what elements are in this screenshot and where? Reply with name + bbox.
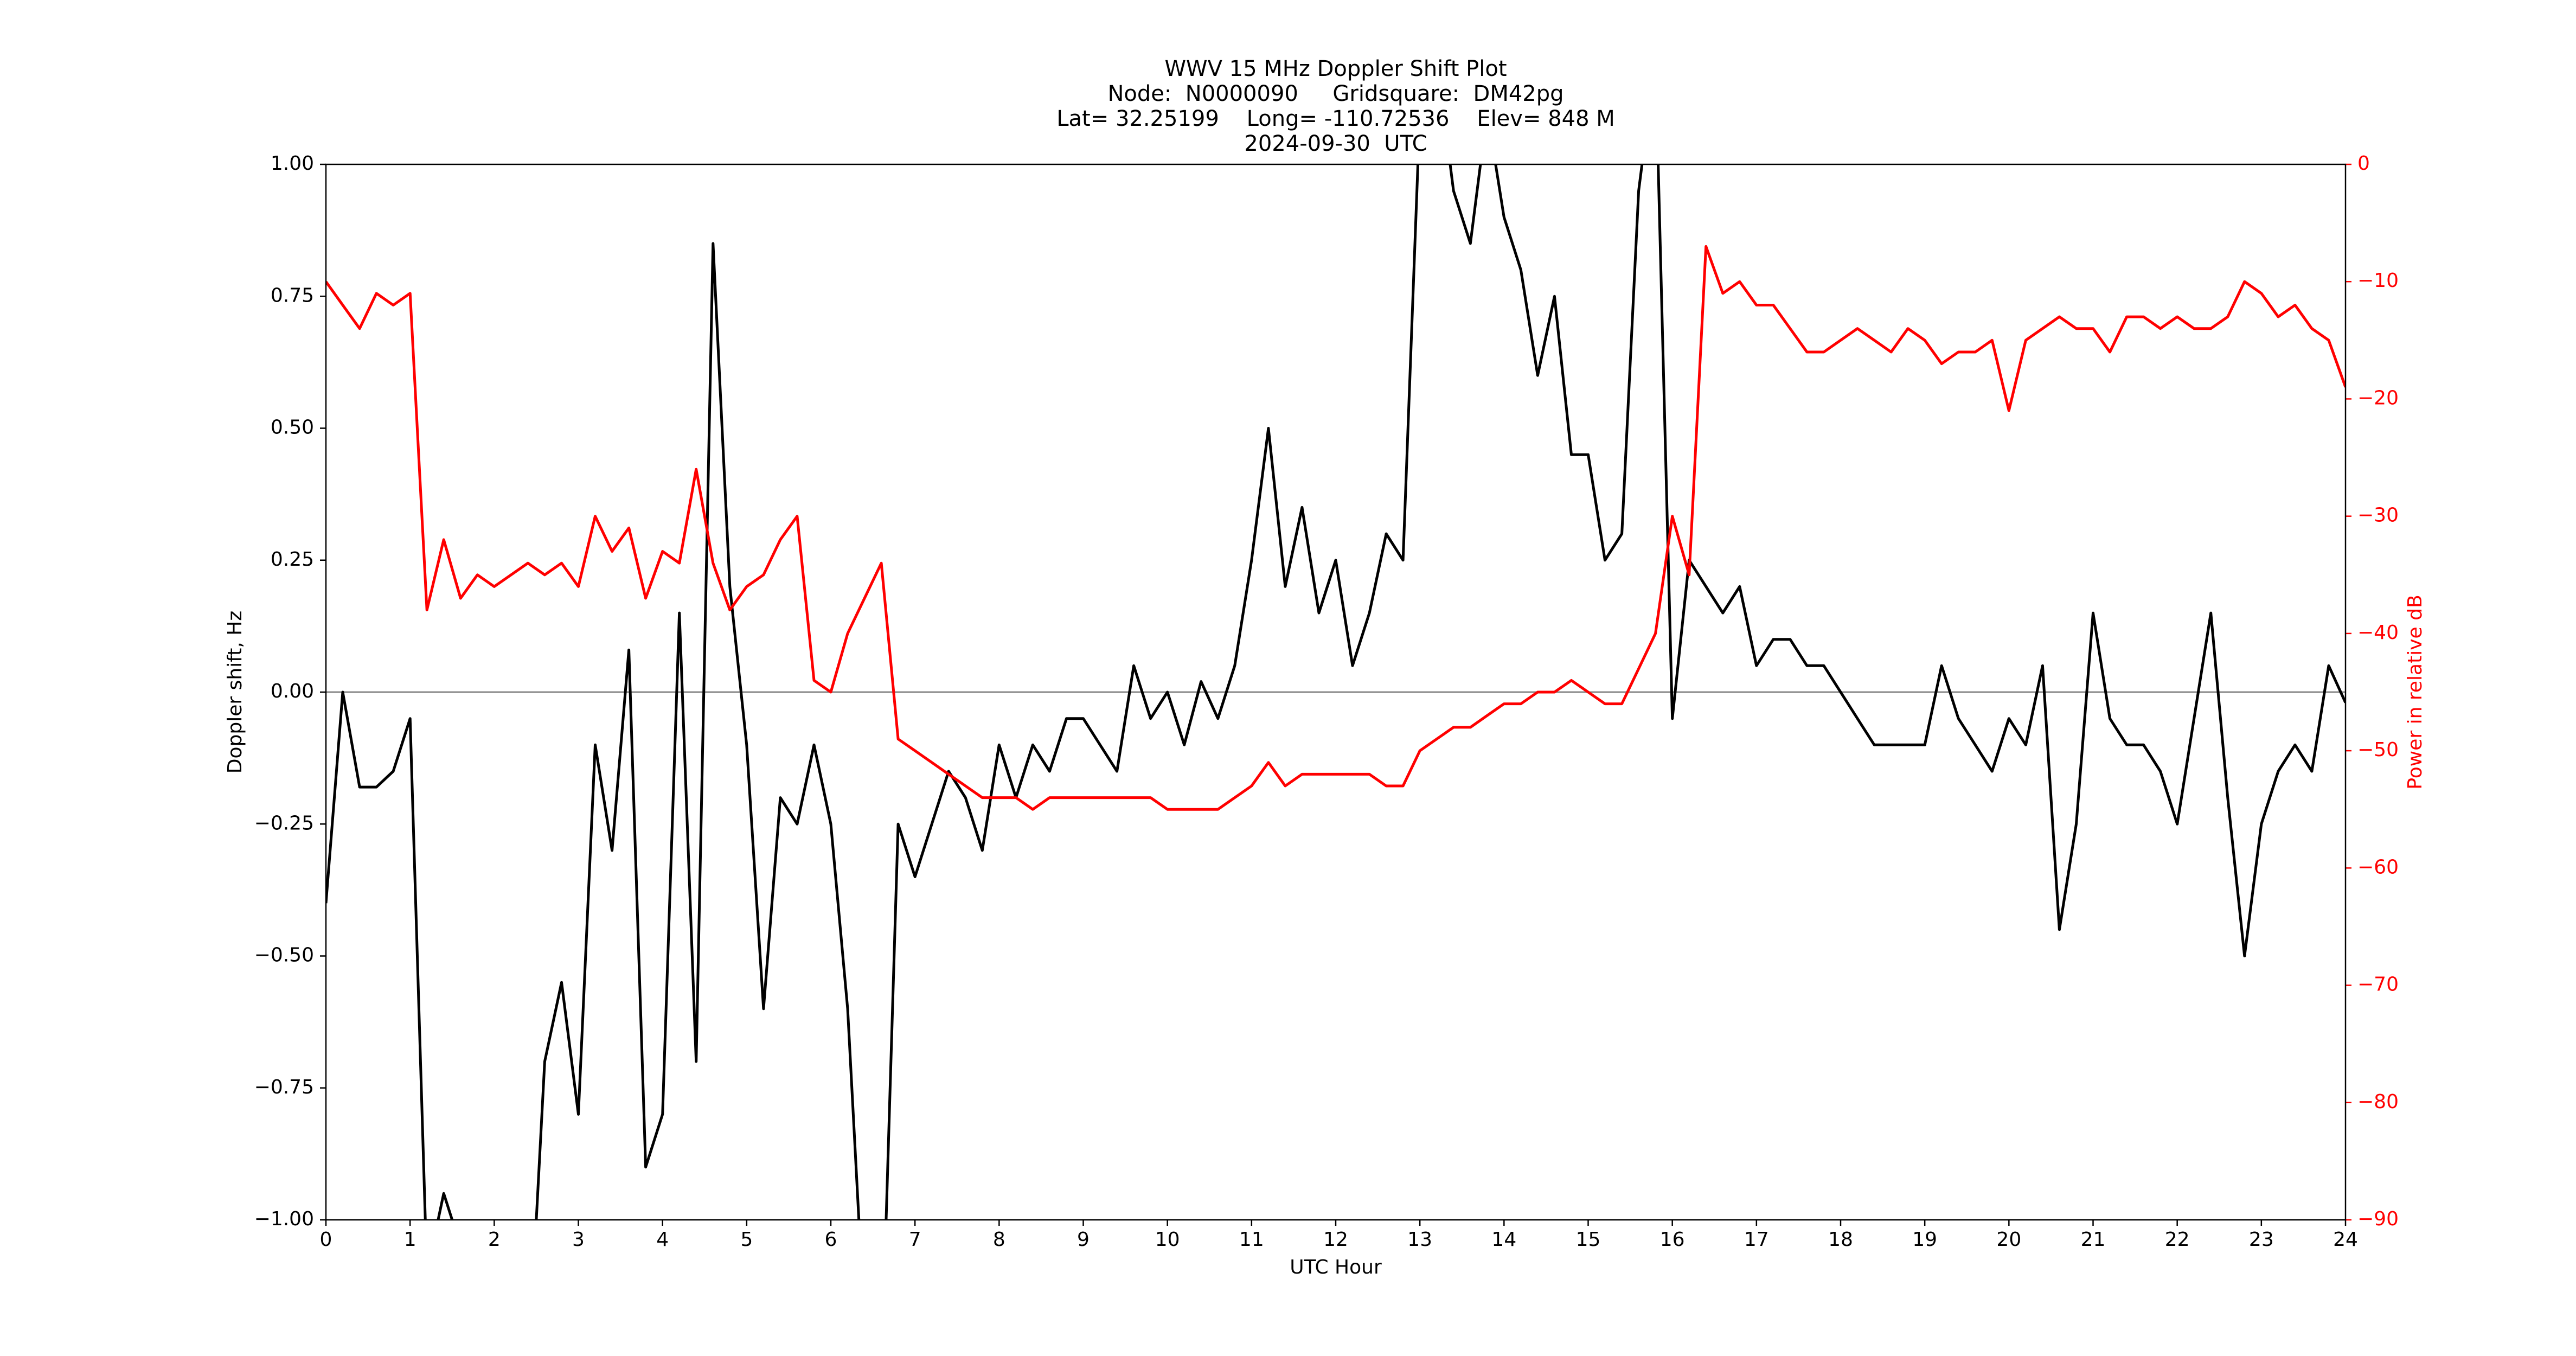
- x-tick-label: 7: [909, 1229, 921, 1251]
- x-tick-label: 18: [1828, 1229, 1853, 1251]
- y2-tick-label: 0: [2357, 152, 2370, 175]
- x-tick-label: 10: [1155, 1229, 1180, 1251]
- y-tick-label: −0.75: [254, 1076, 314, 1098]
- x-tick-label: 15: [1576, 1229, 1601, 1251]
- plot-frame: [325, 163, 2347, 1221]
- x-tick-label: 22: [2165, 1229, 2190, 1251]
- y2-tick-label: −40: [2357, 622, 2399, 644]
- x-tick-label: 9: [1077, 1229, 1090, 1251]
- y2-tick-label: −60: [2357, 856, 2399, 878]
- y-axis-label: Doppler shift, Hz: [224, 611, 246, 773]
- y2-tick-label: −10: [2357, 270, 2399, 292]
- y2-tick-label: −90: [2357, 1208, 2399, 1230]
- x-tick-label: 21: [2081, 1229, 2106, 1251]
- y-tick-label: −0.25: [254, 812, 314, 834]
- x-tick-label: 2: [488, 1229, 501, 1251]
- x-tick-label: 8: [993, 1229, 1005, 1251]
- x-tick-label: 5: [740, 1229, 753, 1251]
- y-tick-label: −0.50: [254, 944, 314, 967]
- x-tick-label: 24: [2333, 1229, 2358, 1251]
- y-tick-label: 0.50: [271, 417, 314, 439]
- x-axis-label: UTC Hour: [1290, 1256, 1382, 1278]
- x-tick-label: 16: [1660, 1229, 1685, 1251]
- y2-axis-label: Power in relative dB: [2404, 594, 2426, 789]
- y2-tick-label: −70: [2357, 974, 2399, 996]
- x-tick-label: 11: [1239, 1229, 1264, 1251]
- chart-title: WWV 15 MHz Doppler Shift Plot: [1164, 56, 1507, 81]
- y2-tick-label: −80: [2357, 1091, 2399, 1113]
- x-tick-label: 6: [825, 1229, 837, 1251]
- y-tick-label: 0.75: [271, 284, 314, 306]
- x-tick-label: 14: [1491, 1229, 1516, 1251]
- y2-tick-label: −30: [2357, 504, 2399, 527]
- y2-tick-label: −20: [2357, 387, 2399, 409]
- y-tick-label: −1.00: [254, 1208, 314, 1230]
- x-tick-label: 4: [656, 1229, 669, 1251]
- x-tick-label: 1: [404, 1229, 416, 1251]
- x-tick-label: 17: [1744, 1229, 1769, 1251]
- chart-subtitle: Lat= 32.25199 Long= -110.72536 Elev= 848…: [1056, 106, 1615, 131]
- x-tick-label: 23: [2249, 1229, 2274, 1251]
- y-tick-label: 0.00: [271, 680, 314, 702]
- y2-tick-label: −50: [2357, 739, 2399, 761]
- x-tick-label: 12: [1323, 1229, 1348, 1251]
- x-tick-label: 20: [1996, 1229, 2021, 1251]
- data-line: [326, 164, 2346, 1220]
- x-tick-label: 19: [1912, 1229, 1937, 1251]
- y-tick-label: 0.25: [271, 548, 314, 571]
- x-tick-label: 3: [572, 1229, 585, 1251]
- y-tick-label: 1.00: [271, 152, 314, 175]
- chart-subtitle: 2024-09-30 UTC: [1244, 131, 1427, 156]
- data-line: [326, 245, 2346, 811]
- x-tick-label: 13: [1407, 1229, 1432, 1251]
- chart-subtitle: Node: N0000090 Gridsquare: DM42pg: [1107, 81, 1563, 106]
- x-tick-label: 0: [320, 1229, 332, 1251]
